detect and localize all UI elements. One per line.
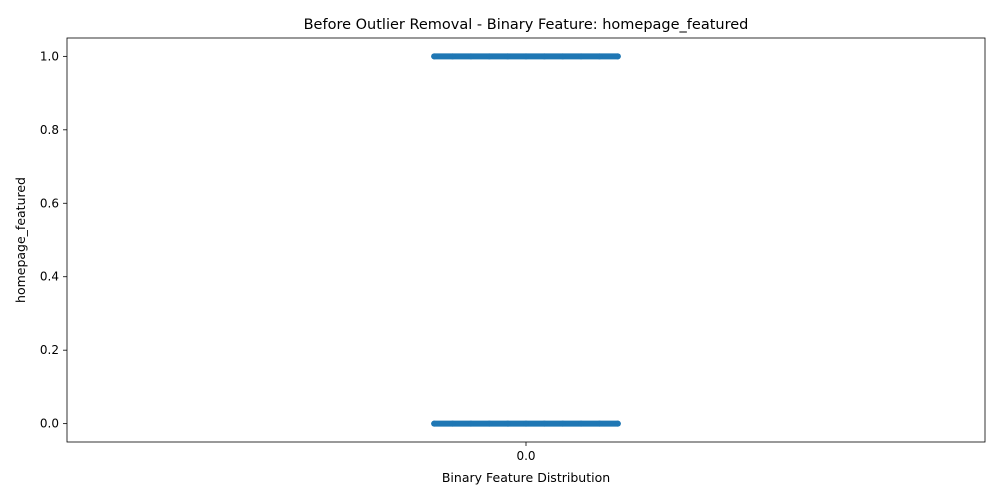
scatter-point [504, 420, 511, 427]
scatter-point [504, 53, 511, 60]
y-tick-label: 0.2 [40, 343, 59, 357]
scatter-point [578, 53, 585, 60]
y-tick-label: 0.0 [40, 417, 59, 431]
scatter-point [486, 420, 493, 427]
scatter-point [559, 420, 566, 427]
x-axis: 0.0 [516, 442, 536, 463]
scatter-points [431, 53, 621, 427]
y-tick-label: 0.4 [40, 270, 59, 284]
scatter-point [467, 420, 474, 427]
scatter-point [541, 53, 548, 60]
y-tick-label: 0.6 [40, 196, 59, 210]
scatter-point [486, 53, 493, 60]
scatter-point [467, 53, 474, 60]
scatter-point [596, 53, 603, 60]
plot-area-frame [66, 37, 986, 443]
y-tick-label: 0.8 [40, 123, 59, 137]
chart-title: Before Outlier Removal - Binary Feature:… [304, 17, 749, 33]
scatter-point [431, 420, 438, 427]
scatter-point [541, 420, 548, 427]
scatter-point [523, 53, 529, 60]
y-axis-label: homepage_featured [13, 177, 28, 303]
scatter-point [449, 420, 456, 427]
scatter-point [614, 53, 621, 60]
scatter-point [431, 53, 438, 60]
scatter-point [449, 53, 456, 60]
scatter-point [596, 420, 603, 427]
scatter-point [578, 420, 585, 427]
x-axis-label: Binary Feature Distribution [442, 470, 610, 485]
y-axis: 0.0 0.2 0.4 0.6 0.8 1.0 [40, 49, 67, 431]
scatter-point [559, 53, 566, 60]
scatter-point [614, 420, 621, 427]
y-tick-label: 1.0 [40, 49, 59, 63]
scatter-point [523, 420, 529, 427]
x-tick-label: 0.0 [516, 449, 535, 463]
